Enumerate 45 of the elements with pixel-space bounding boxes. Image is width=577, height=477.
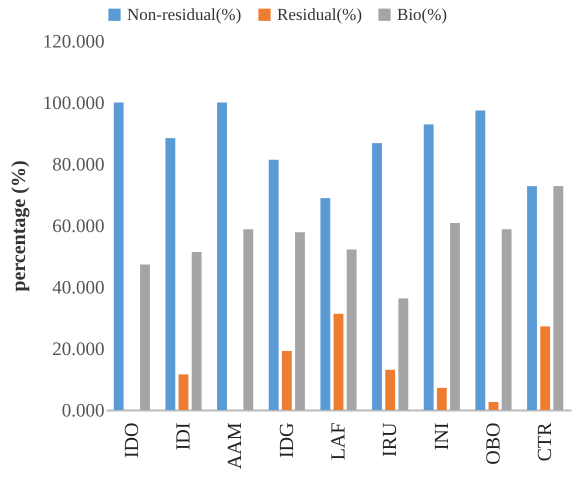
- bar: [295, 232, 305, 410]
- bar: [475, 110, 486, 410]
- bar: [398, 298, 408, 410]
- bar: [282, 350, 292, 410]
- x-tick-label: CTR: [534, 422, 556, 462]
- y-tick-label: 60.000: [52, 216, 104, 237]
- x-tick-label: IDO: [120, 422, 143, 458]
- legend-label: Residual(%): [277, 4, 362, 24]
- bar: [372, 143, 382, 410]
- bar: [502, 229, 512, 410]
- bar: [178, 374, 188, 410]
- legend-label: Bio(%): [397, 4, 448, 24]
- bar: [192, 252, 202, 410]
- bar: [320, 198, 330, 410]
- bar: [424, 124, 434, 410]
- x-tick-label: LAF: [328, 422, 350, 460]
- y-tick-label: 20.000: [52, 339, 104, 360]
- bar: [436, 388, 447, 410]
- bar: [165, 138, 176, 410]
- bar: [527, 186, 537, 410]
- y-axis-title: percentage (%): [8, 160, 30, 292]
- x-tick-label: AAM: [224, 422, 246, 470]
- x-tick-label: IRU: [379, 422, 402, 457]
- bar: [268, 160, 279, 410]
- bar: [346, 249, 357, 410]
- bar: [540, 326, 550, 410]
- legend-label: Non-residual(%): [127, 4, 242, 24]
- bar: [553, 186, 564, 410]
- x-tick-label: INI: [430, 422, 453, 450]
- y-tick-label: 80.000: [52, 154, 104, 176]
- bar: [450, 223, 460, 410]
- bar: [488, 402, 498, 410]
- x-tick-label: IDG: [276, 422, 298, 458]
- bar: [217, 102, 227, 410]
- bar: [114, 102, 124, 410]
- bar: [385, 370, 396, 410]
- y-tick-label: 120.000: [42, 32, 104, 52]
- bar: [140, 264, 150, 410]
- x-tick-label: IDI: [172, 422, 194, 450]
- y-tick-label: 40.000: [52, 278, 104, 298]
- y-tick-label: 100.000: [42, 93, 104, 114]
- bar: [243, 229, 254, 410]
- y-tick-label: 0.000: [62, 400, 104, 422]
- x-tick-label: OBO: [482, 422, 504, 465]
- bar: [334, 314, 344, 410]
